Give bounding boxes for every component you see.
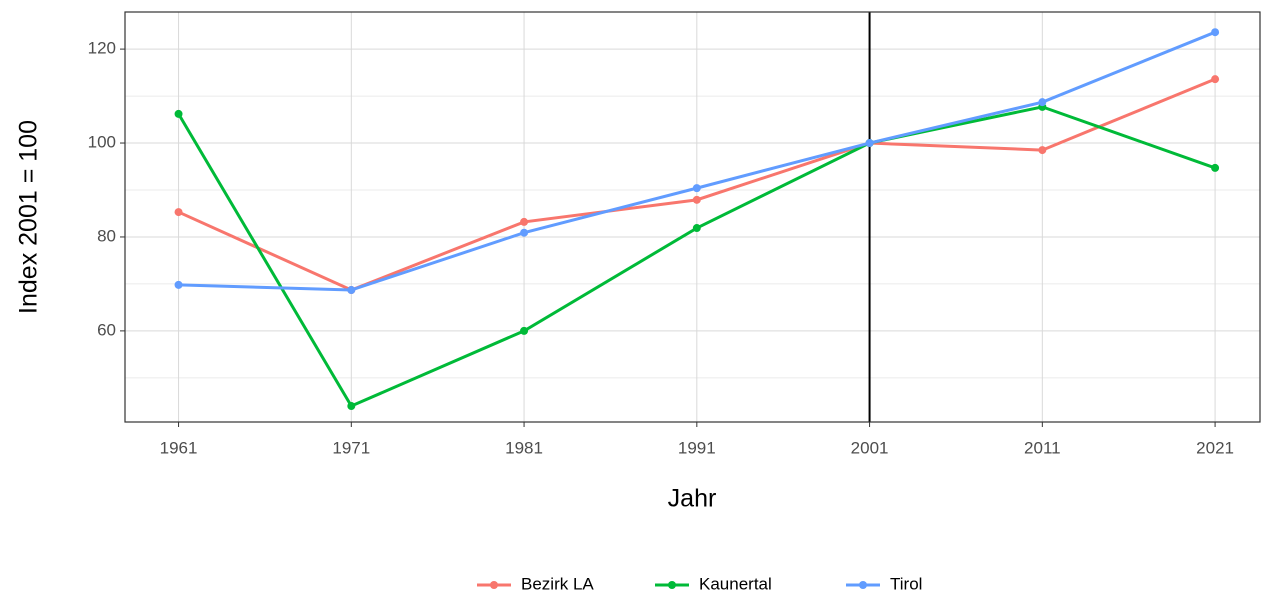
y-axis-title: Index 2001 = 100 <box>15 120 43 314</box>
point <box>347 402 356 411</box>
point <box>692 224 701 233</box>
x-tick-label: 1991 <box>678 438 716 457</box>
legend-key-point <box>859 581 867 589</box>
point <box>865 139 874 148</box>
legend-key-point <box>668 581 676 589</box>
point <box>692 195 701 204</box>
x-tick-label: 2001 <box>851 438 889 457</box>
x-axis-title: Jahr <box>668 485 717 513</box>
x-tick-label: 1961 <box>160 438 198 457</box>
x-tick-label: 2021 <box>1196 438 1234 457</box>
x-tick-label: 2011 <box>1024 438 1061 457</box>
x-tick-label: 1981 <box>505 438 543 457</box>
point <box>347 286 356 295</box>
legend-label: Kaunertal <box>699 574 772 593</box>
point <box>520 228 529 237</box>
point <box>174 109 183 118</box>
point <box>520 217 529 226</box>
point <box>692 184 701 193</box>
panel-border <box>124 11 1261 423</box>
y-tick-label: 80 <box>97 226 116 245</box>
y-tick-label: 120 <box>88 39 116 58</box>
point <box>174 280 183 289</box>
point <box>520 326 529 335</box>
point <box>1038 98 1047 107</box>
legend-key-point <box>490 581 498 589</box>
y-tick-label: 100 <box>88 133 116 152</box>
point <box>1211 75 1220 84</box>
x-tick-label: 1971 <box>332 438 370 457</box>
y-tick-label: 60 <box>97 320 116 339</box>
legend-label: Bezirk LA <box>521 574 594 593</box>
legend-label: Tirol <box>890 574 922 593</box>
point <box>1211 28 1220 37</box>
point <box>174 208 183 217</box>
point <box>1211 163 1220 172</box>
point <box>1038 146 1047 155</box>
